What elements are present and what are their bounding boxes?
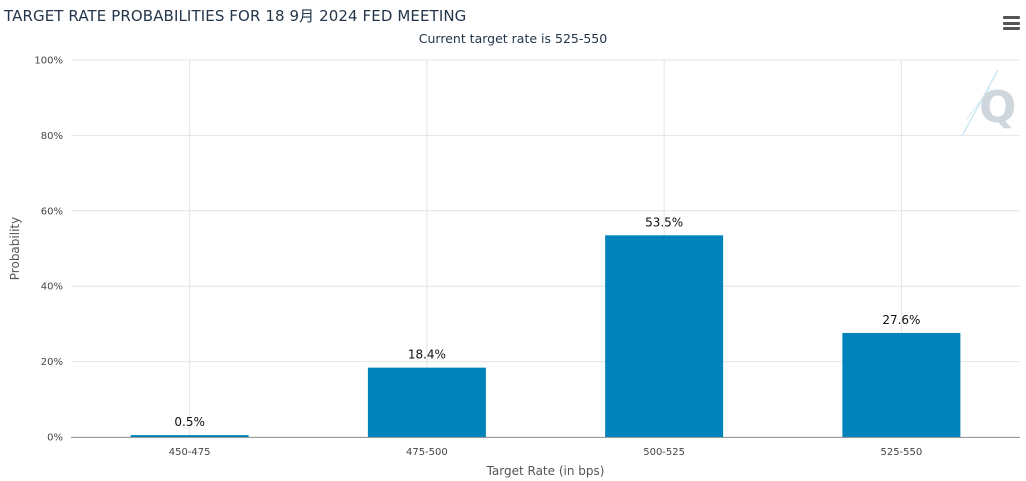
x-tick-labels: 450-475 475-500 500-525 525-550 (169, 447, 923, 458)
chart-subtitle: Current target rate is 525-550 (418, 31, 608, 46)
y-tick-label: 80% (41, 131, 63, 142)
data-label: 53.5% (645, 215, 683, 229)
x-tick-label: 450-475 (169, 447, 211, 458)
y-tick-label: 40% (41, 282, 63, 293)
hamburger-menu-icon[interactable] (1003, 16, 1020, 30)
y-tick-label: 20% (41, 357, 63, 368)
x-tick-label: 500-525 (643, 447, 685, 458)
bar (842, 332, 961, 437)
data-label: 0.5% (174, 415, 205, 429)
q-logo-icon: Q (961, 69, 1016, 137)
data-label: 27.6% (882, 313, 920, 327)
y-tick-label: 100% (34, 56, 63, 67)
x-tick-label: 525-550 (880, 447, 922, 458)
x-axis-title: Target Rate (in bps) (486, 464, 605, 478)
bar (605, 235, 724, 437)
bar (130, 435, 249, 437)
data-label: 18.4% (408, 348, 446, 362)
svg-text:Q: Q (979, 82, 1016, 133)
data-labels: 0.5% 18.4% 53.5% 27.6% (174, 215, 920, 429)
y-tick-labels: 0% 20% 40% 60% 80% 100% (34, 56, 63, 444)
bars (130, 235, 961, 437)
y-tick-label: 0% (47, 433, 63, 444)
x-tick-label: 475-500 (406, 447, 448, 458)
y-tick-label: 60% (41, 206, 63, 217)
bar (367, 367, 486, 437)
chart-title: TARGET RATE PROBABILITIES FOR 18 9月 2024… (4, 7, 467, 25)
y-axis-title: Probability (8, 217, 22, 280)
